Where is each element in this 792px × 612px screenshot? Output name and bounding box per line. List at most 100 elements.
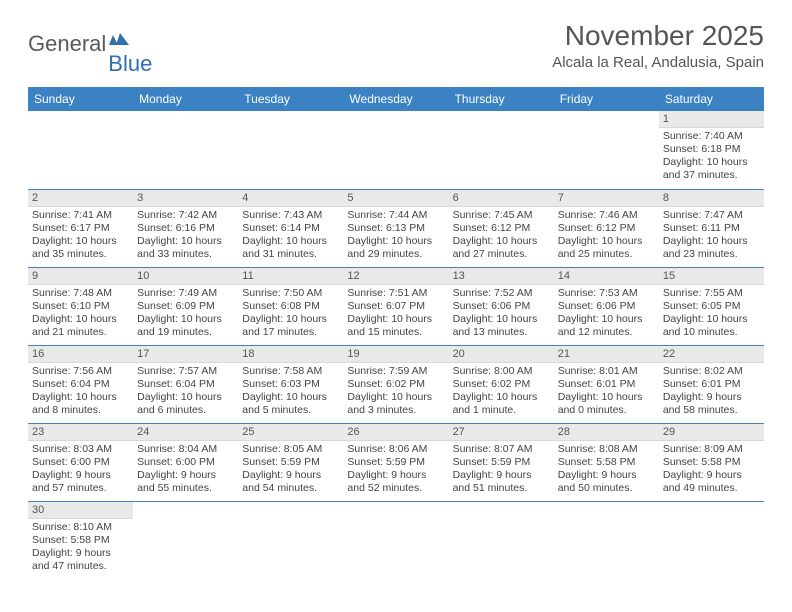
day-number: 15 (659, 268, 764, 285)
day-number: 2 (28, 190, 133, 207)
day-number: 4 (238, 190, 343, 207)
calendar-week: 2Sunrise: 7:41 AMSunset: 6:17 PMDaylight… (28, 189, 764, 267)
day-details: Sunrise: 8:07 AMSunset: 5:59 PMDaylight:… (449, 441, 554, 500)
day-number: 23 (28, 424, 133, 441)
daylight-text: Daylight: 10 hours and 10 minutes. (663, 313, 760, 339)
calendar-cell: 26Sunrise: 8:06 AMSunset: 5:59 PMDayligh… (343, 423, 448, 501)
sunrise-text: Sunrise: 7:56 AM (32, 365, 129, 378)
day-details: Sunrise: 7:41 AMSunset: 6:17 PMDaylight:… (28, 207, 133, 266)
sunrise-text: Sunrise: 7:41 AM (32, 209, 129, 222)
day-number: 20 (449, 346, 554, 363)
day-details: Sunrise: 7:46 AMSunset: 6:12 PMDaylight:… (554, 207, 659, 266)
sunrise-text: Sunrise: 8:01 AM (558, 365, 655, 378)
day-details: Sunrise: 7:48 AMSunset: 6:10 PMDaylight:… (28, 285, 133, 344)
day-details: Sunrise: 8:01 AMSunset: 6:01 PMDaylight:… (554, 363, 659, 422)
sunset-text: Sunset: 6:00 PM (137, 456, 234, 469)
daylight-text: Daylight: 10 hours and 0 minutes. (558, 391, 655, 417)
day-details: Sunrise: 7:43 AMSunset: 6:14 PMDaylight:… (238, 207, 343, 266)
sunset-text: Sunset: 5:59 PM (242, 456, 339, 469)
day-number: 26 (343, 424, 448, 441)
calendar-cell: 24Sunrise: 8:04 AMSunset: 6:00 PMDayligh… (133, 423, 238, 501)
calendar-cell (554, 111, 659, 189)
daylight-text: Daylight: 10 hours and 17 minutes. (242, 313, 339, 339)
month-title: November 2025 (552, 20, 764, 52)
sunset-text: Sunset: 6:09 PM (137, 300, 234, 313)
daylight-text: Daylight: 10 hours and 29 minutes. (347, 235, 444, 261)
calendar-week: 9Sunrise: 7:48 AMSunset: 6:10 PMDaylight… (28, 267, 764, 345)
day-header: Sunday (28, 87, 133, 111)
sunrise-text: Sunrise: 7:42 AM (137, 209, 234, 222)
sunrise-text: Sunrise: 7:45 AM (453, 209, 550, 222)
sunset-text: Sunset: 6:08 PM (242, 300, 339, 313)
day-number: 22 (659, 346, 764, 363)
sunrise-text: Sunrise: 8:02 AM (663, 365, 760, 378)
calendar-cell: 21Sunrise: 8:01 AMSunset: 6:01 PMDayligh… (554, 345, 659, 423)
location-subtitle: Alcala la Real, Andalusia, Spain (552, 54, 764, 71)
day-details: Sunrise: 7:50 AMSunset: 6:08 PMDaylight:… (238, 285, 343, 344)
daylight-text: Daylight: 10 hours and 27 minutes. (453, 235, 550, 261)
daylight-text: Daylight: 10 hours and 37 minutes. (663, 156, 760, 182)
daylight-text: Daylight: 10 hours and 35 minutes. (32, 235, 129, 261)
day-details: Sunrise: 7:57 AMSunset: 6:04 PMDaylight:… (133, 363, 238, 422)
sunrise-text: Sunrise: 7:47 AM (663, 209, 760, 222)
daylight-text: Daylight: 10 hours and 19 minutes. (137, 313, 234, 339)
calendar-cell (343, 501, 448, 579)
day-number: 29 (659, 424, 764, 441)
calendar-cell: 10Sunrise: 7:49 AMSunset: 6:09 PMDayligh… (133, 267, 238, 345)
day-details: Sunrise: 7:53 AMSunset: 6:06 PMDaylight:… (554, 285, 659, 344)
day-number: 21 (554, 346, 659, 363)
daylight-text: Daylight: 10 hours and 3 minutes. (347, 391, 444, 417)
day-details: Sunrise: 7:59 AMSunset: 6:02 PMDaylight:… (343, 363, 448, 422)
brand-part2: Blue (108, 51, 152, 77)
daylight-text: Daylight: 10 hours and 15 minutes. (347, 313, 444, 339)
day-details: Sunrise: 8:02 AMSunset: 6:01 PMDaylight:… (659, 363, 764, 422)
calendar-cell: 6Sunrise: 7:45 AMSunset: 6:12 PMDaylight… (449, 189, 554, 267)
calendar-cell: 17Sunrise: 7:57 AMSunset: 6:04 PMDayligh… (133, 345, 238, 423)
day-header: Friday (554, 87, 659, 111)
sunset-text: Sunset: 6:04 PM (32, 378, 129, 391)
sunrise-text: Sunrise: 7:59 AM (347, 365, 444, 378)
day-details: Sunrise: 8:08 AMSunset: 5:58 PMDaylight:… (554, 441, 659, 500)
sunrise-text: Sunrise: 8:10 AM (32, 521, 129, 534)
calendar-cell: 23Sunrise: 8:03 AMSunset: 6:00 PMDayligh… (28, 423, 133, 501)
calendar-week: 23Sunrise: 8:03 AMSunset: 6:00 PMDayligh… (28, 423, 764, 501)
day-header: Thursday (449, 87, 554, 111)
day-number: 19 (343, 346, 448, 363)
calendar-week: 30Sunrise: 8:10 AMSunset: 5:58 PMDayligh… (28, 501, 764, 579)
day-header: Saturday (659, 87, 764, 111)
calendar-cell: 16Sunrise: 7:56 AMSunset: 6:04 PMDayligh… (28, 345, 133, 423)
sunrise-text: Sunrise: 7:46 AM (558, 209, 655, 222)
sunset-text: Sunset: 6:03 PM (242, 378, 339, 391)
calendar-cell (133, 501, 238, 579)
day-details: Sunrise: 7:49 AMSunset: 6:09 PMDaylight:… (133, 285, 238, 344)
sunset-text: Sunset: 6:17 PM (32, 222, 129, 235)
sunrise-text: Sunrise: 7:44 AM (347, 209, 444, 222)
calendar-cell (133, 111, 238, 189)
daylight-text: Daylight: 10 hours and 13 minutes. (453, 313, 550, 339)
day-number: 6 (449, 190, 554, 207)
daylight-text: Daylight: 9 hours and 49 minutes. (663, 469, 760, 495)
day-number: 7 (554, 190, 659, 207)
day-details: Sunrise: 7:58 AMSunset: 6:03 PMDaylight:… (238, 363, 343, 422)
day-number: 30 (28, 502, 133, 519)
daylight-text: Daylight: 10 hours and 31 minutes. (242, 235, 339, 261)
calendar-cell: 13Sunrise: 7:52 AMSunset: 6:06 PMDayligh… (449, 267, 554, 345)
day-details: Sunrise: 7:51 AMSunset: 6:07 PMDaylight:… (343, 285, 448, 344)
calendar-table: SundayMondayTuesdayWednesdayThursdayFrid… (28, 87, 764, 579)
daylight-text: Daylight: 10 hours and 21 minutes. (32, 313, 129, 339)
sunset-text: Sunset: 6:01 PM (558, 378, 655, 391)
calendar-cell (238, 501, 343, 579)
sunrise-text: Sunrise: 8:08 AM (558, 443, 655, 456)
day-header: Monday (133, 87, 238, 111)
sunrise-text: Sunrise: 7:43 AM (242, 209, 339, 222)
sunset-text: Sunset: 6:10 PM (32, 300, 129, 313)
day-number: 25 (238, 424, 343, 441)
brand-part1: General (28, 31, 106, 57)
sunset-text: Sunset: 5:58 PM (663, 456, 760, 469)
calendar-cell: 9Sunrise: 7:48 AMSunset: 6:10 PMDaylight… (28, 267, 133, 345)
calendar-cell: 4Sunrise: 7:43 AMSunset: 6:14 PMDaylight… (238, 189, 343, 267)
sunset-text: Sunset: 6:07 PM (347, 300, 444, 313)
calendar-cell: 25Sunrise: 8:05 AMSunset: 5:59 PMDayligh… (238, 423, 343, 501)
daylight-text: Daylight: 10 hours and 6 minutes. (137, 391, 234, 417)
daylight-text: Daylight: 10 hours and 5 minutes. (242, 391, 339, 417)
